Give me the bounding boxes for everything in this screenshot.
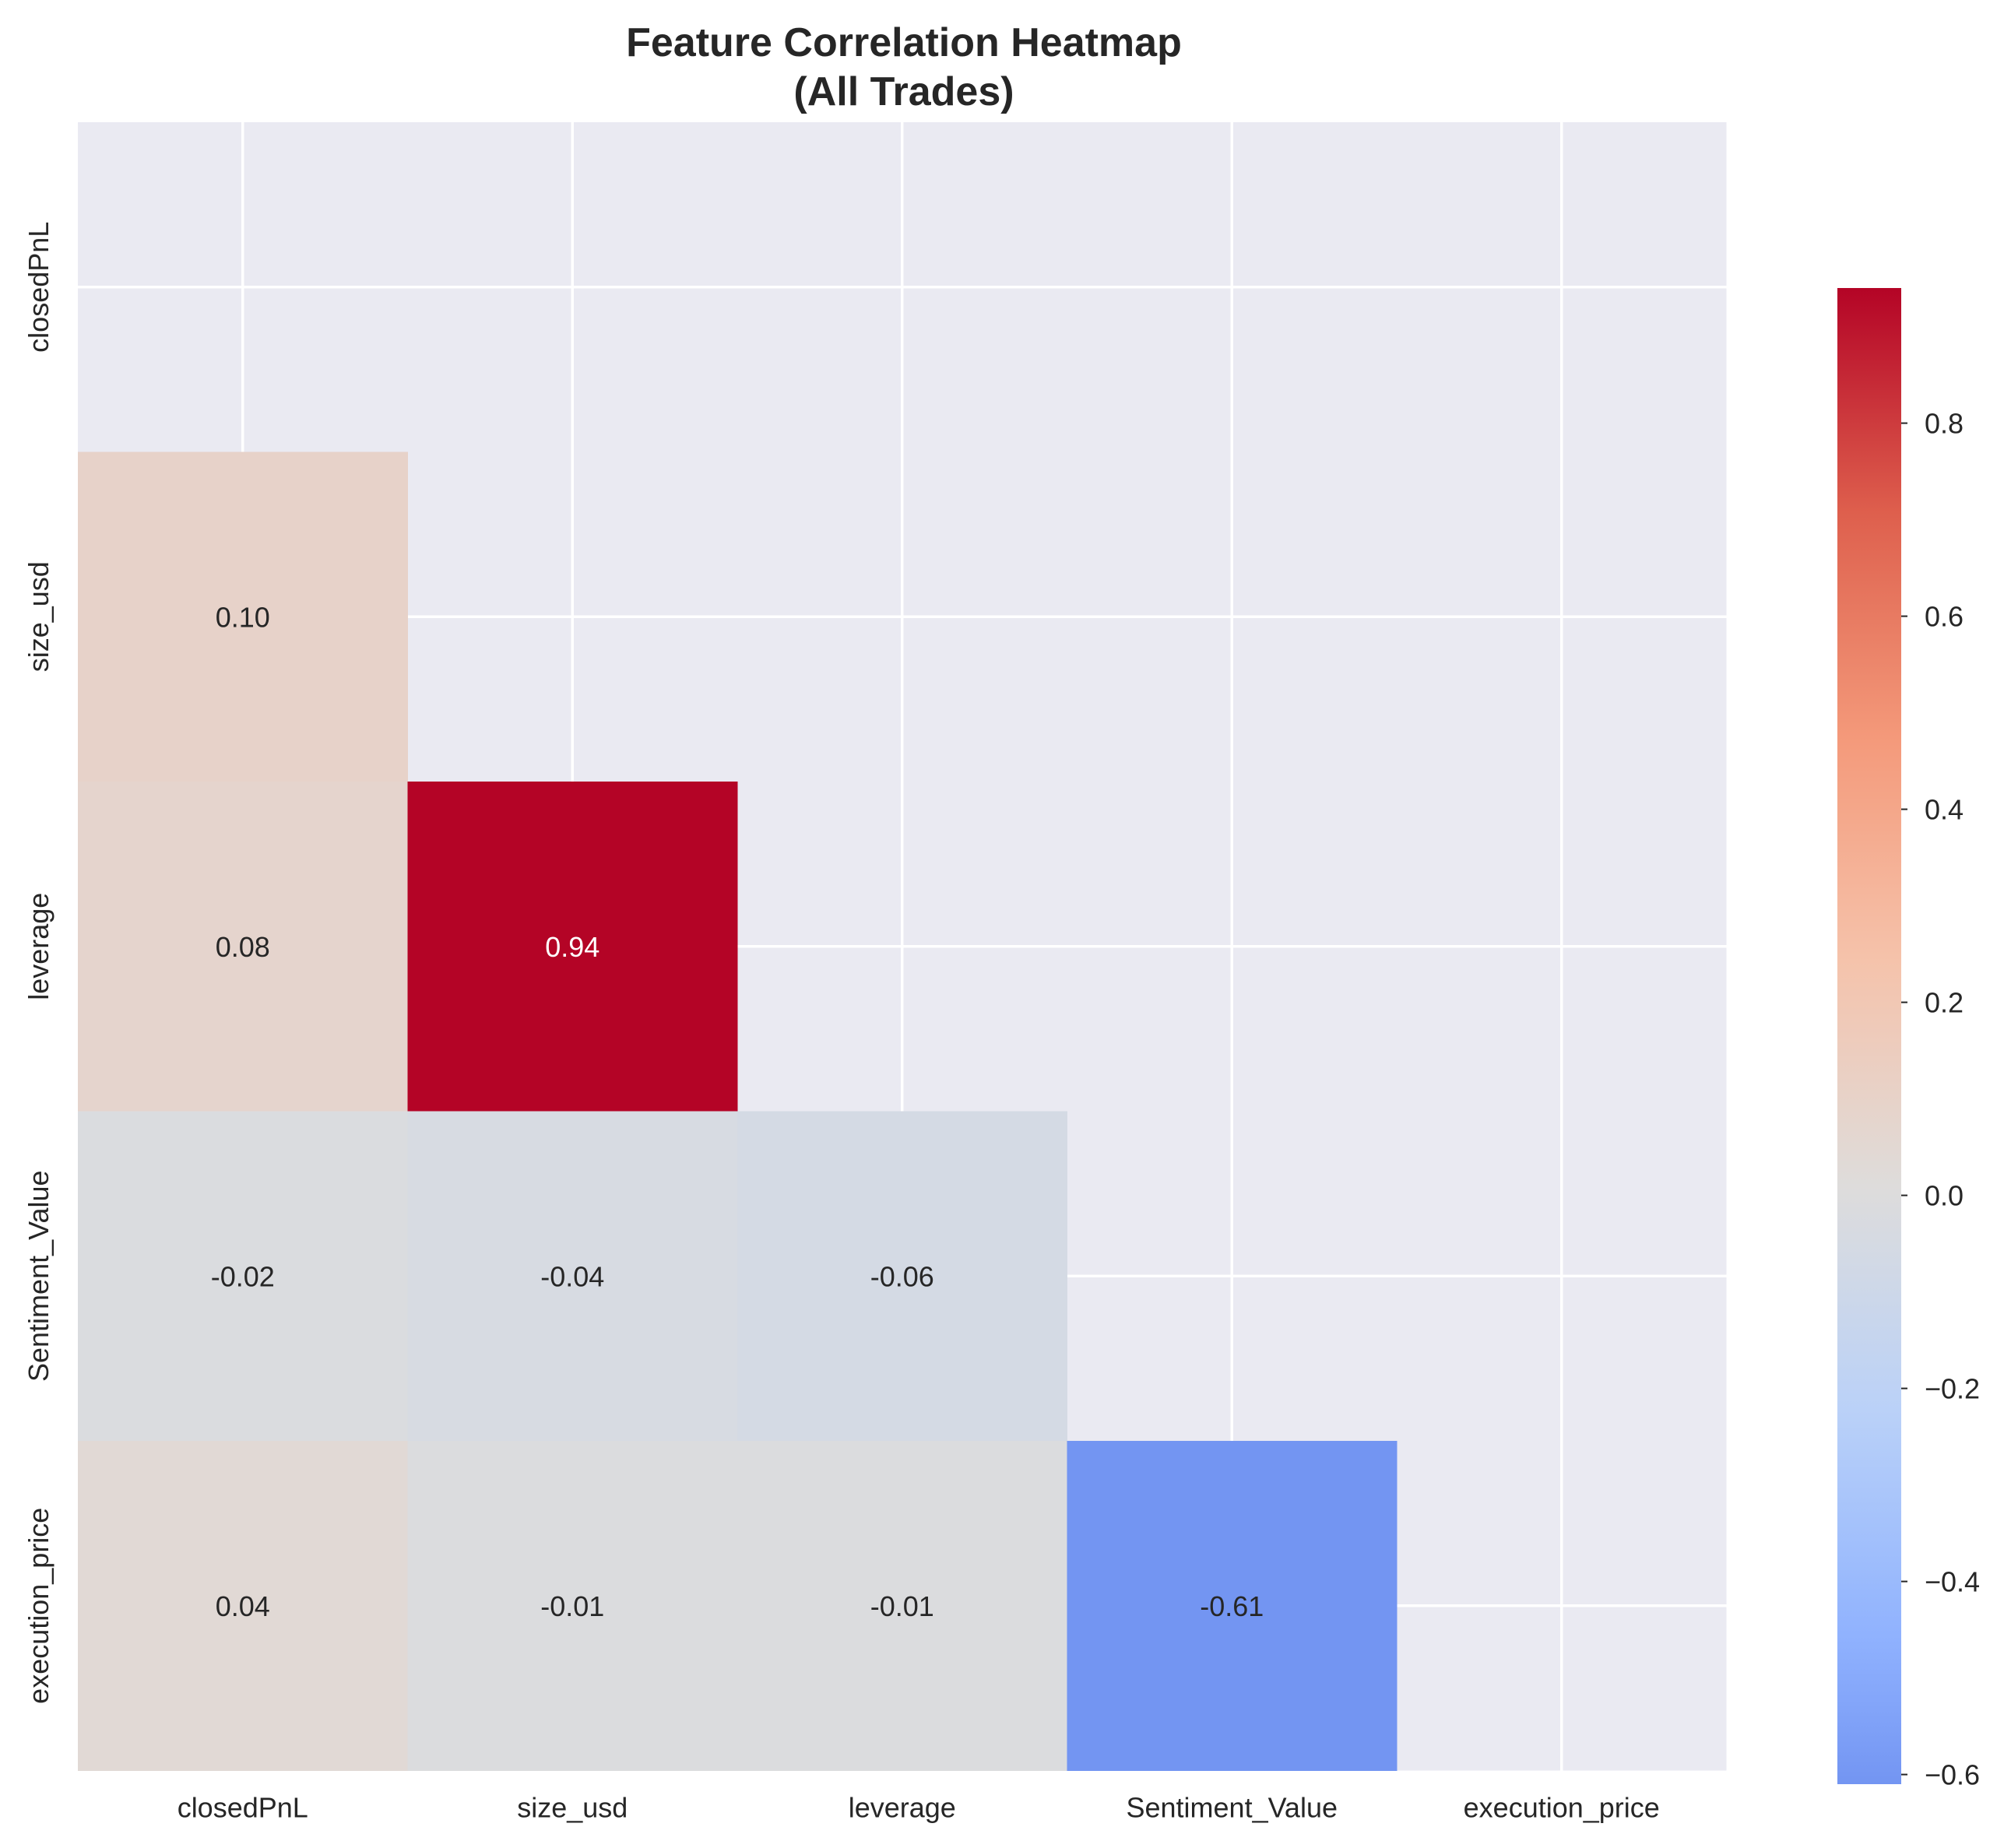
x-tick-label: execution_price — [1464, 1792, 1660, 1824]
cell-value-label: -0.02 — [211, 1260, 275, 1292]
colorbar-tick-label: 0.0 — [1925, 1180, 1964, 1212]
colorbar-tick-label: 0.4 — [1925, 794, 1964, 826]
heatmap-cell — [737, 1111, 1067, 1442]
cell-value-label: -0.04 — [540, 1260, 604, 1292]
cell-value-label: -0.61 — [1200, 1590, 1264, 1622]
heatmap-cells: 0.10 0.08 0.94 -0.02 -0.04 -0.06 0.04 -0.01 -0.0… — [78, 451, 1398, 1771]
x-tick-label: size_usd — [517, 1792, 628, 1824]
x-tick-label: closedPnL — [178, 1792, 308, 1824]
heatmap-cell — [78, 1441, 408, 1771]
heatmap-cell — [737, 1441, 1067, 1771]
heatmap-cell — [1067, 1441, 1398, 1771]
y-tick-label: closedPnL — [23, 222, 54, 353]
heatmap-cell — [78, 1111, 408, 1442]
colorbar-tick-label: −0.2 — [1925, 1373, 1980, 1405]
cell-value-label: 0.04 — [216, 1590, 270, 1622]
heatmap-cell — [407, 782, 738, 1112]
y-tick-label: Sentiment_Value — [23, 1170, 54, 1382]
heatmap-cell — [78, 451, 408, 782]
chart-title-line2: (All Trades) — [793, 69, 1014, 114]
colorbar — [1837, 288, 1901, 1784]
colorbar-tick-label: −0.4 — [1925, 1566, 1980, 1598]
cell-value-label: -0.06 — [870, 1260, 934, 1292]
y-axis-tick-labels: closedPnL size_usd leverage Sentiment_Value… — [23, 222, 54, 1704]
y-tick-label: size_usd — [23, 561, 54, 672]
cell-value-label: 0.10 — [216, 601, 270, 633]
colorbar-tick-label: −0.6 — [1925, 1759, 1980, 1791]
colorbar-tick-label: 0.2 — [1925, 987, 1964, 1019]
chart-title-line1: Feature Correlation Heatmap — [626, 20, 1182, 65]
colorbar-tick-label: 0.8 — [1925, 408, 1964, 440]
colorbar-tick-label: 0.6 — [1925, 601, 1964, 633]
heatmap-cell — [407, 1441, 738, 1771]
x-tick-label: leverage — [849, 1792, 956, 1824]
cell-value-label: 0.08 — [216, 931, 270, 963]
cell-value-label: -0.01 — [540, 1590, 604, 1622]
cell-value-label: -0.01 — [870, 1590, 934, 1622]
x-axis-tick-labels: closedPnL size_usd leverage Sentiment_Value… — [178, 1792, 1660, 1824]
heatmap-cell — [78, 782, 408, 1112]
cell-value-label: 0.94 — [545, 931, 599, 963]
y-tick-label: leverage — [23, 893, 54, 1000]
x-tick-label: Sentiment_Value — [1126, 1792, 1338, 1824]
heatmap-cell — [407, 1111, 738, 1442]
y-tick-label: execution_price — [23, 1508, 54, 1704]
